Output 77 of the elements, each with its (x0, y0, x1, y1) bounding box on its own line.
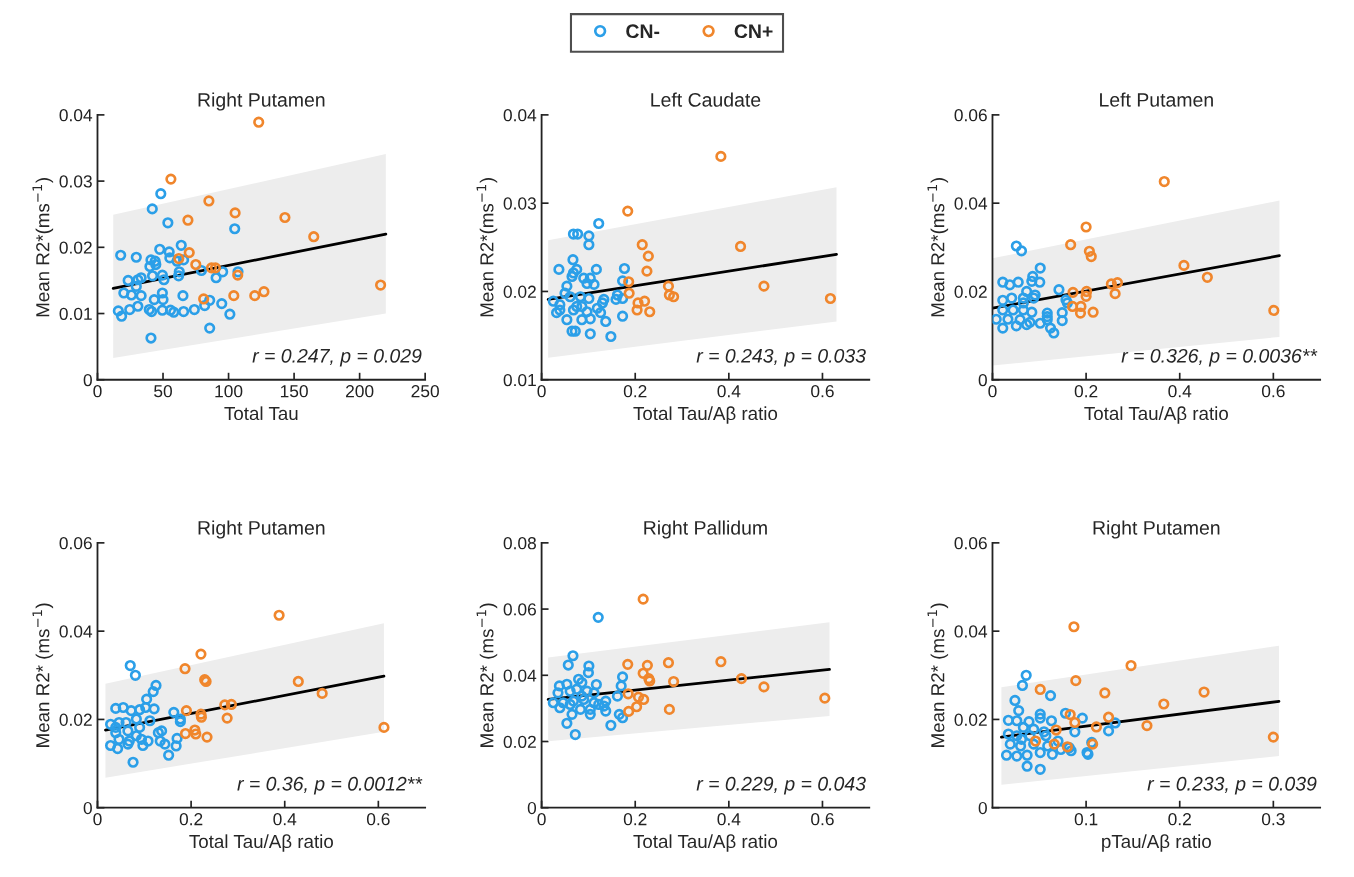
x-tick-label: 0 (93, 813, 102, 826)
y-tick-label: 0.02 (59, 241, 92, 254)
x-axis-title: Total Tau/Aβ ratio (1084, 406, 1228, 424)
x-tick-label: 0.2 (179, 813, 203, 826)
y-tick-label: 0.01 (503, 373, 536, 387)
x-axis-title: Total Tau/Aβ ratio (633, 834, 778, 852)
legend-label: CN+ (734, 24, 773, 39)
y-tick-label: 0.04 (954, 197, 988, 210)
x-tick-label: 0.3 (1261, 813, 1285, 826)
y-tick-label: 0.06 (59, 537, 92, 550)
x-tick-label: 0.4 (717, 813, 741, 826)
x-tick-label: 250 (411, 385, 439, 398)
y-tick-label: 0.04 (59, 625, 93, 638)
x-tick-label: 0.2 (1168, 813, 1191, 826)
x-tick-label: 50 (154, 385, 172, 398)
y-tick-label: 0.02 (59, 713, 92, 726)
legend-label: CN- (626, 24, 660, 39)
annotation: r = 0.233, p = 0.039 (1147, 776, 1317, 795)
y-tick-label: 0.01 (59, 307, 92, 320)
x-tick-label: 0.6 (811, 813, 834, 826)
chart-title: Left Caudate (651, 92, 761, 107)
x-tick-label: 0.2 (1074, 385, 1098, 398)
chart-title: Right Putamen (1093, 520, 1220, 539)
chart-title: Right Putamen (198, 92, 325, 111)
x-tick-label: 0.2 (623, 813, 647, 826)
y-tick-label: 0 (527, 801, 537, 815)
x-axis-title: Total Tau/Aβ ratio (633, 406, 778, 424)
annotation: r = 0.247, p = 0.029 (252, 348, 422, 367)
x-axis-title: pTau/Aβ ratio (1102, 834, 1211, 852)
x-tick-label: 0 (93, 385, 102, 398)
y-tick-label: 0.02 (954, 713, 987, 726)
x-axis-title: Total Tau/Aβ ratio (189, 834, 333, 852)
y-tick-label: 0.02 (503, 735, 536, 748)
y-tick-label: 0.04 (954, 625, 988, 638)
annotation: r = 0.36, p = 0.0012** (237, 776, 423, 795)
y-axis-title: Mean R2* (ms$^{−1}$) (927, 603, 949, 747)
y-tick-label: 0.06 (954, 537, 987, 550)
y-tick-label: 0.04 (503, 109, 537, 122)
y-tick-label: 0.06 (503, 603, 536, 616)
x-tick-label: 0.4 (717, 385, 741, 398)
x-tick-label: 0 (537, 385, 546, 398)
annotation: r = 0.229, p = 0.043 (696, 776, 866, 795)
chart-title: Left Putamen (1100, 92, 1213, 107)
y-axis-title: Mean R2*(ms$^{−1}$) (32, 178, 54, 317)
x-tick-label: 0.6 (366, 813, 390, 826)
x-tick-label: 0.4 (1168, 385, 1192, 398)
x-tick-label: 0.6 (811, 385, 834, 398)
y-tick-label: 0.04 (59, 109, 93, 122)
x-axis-title: Total Tau (224, 406, 298, 421)
y-axis-title: Mean R2* (ms$^{−1}$) (32, 603, 54, 747)
y-tick-label: 0.08 (503, 537, 536, 550)
x-tick-label: 200 (346, 385, 374, 398)
y-axis-title: Mean R2*(ms$^{−1}$) (476, 178, 498, 317)
annotation: r = 0.326, p = 0.0036** (1121, 348, 1318, 367)
y-axis-title: Mean R2* (ms$^{−1}$) (476, 603, 498, 747)
y-tick-label: 0.04 (503, 669, 537, 682)
annotation: r = 0.243, p = 0.033 (696, 348, 866, 367)
y-tick-label: 0 (978, 373, 987, 387)
x-tick-label: 150 (280, 385, 308, 398)
y-axis-title: Mean R2*(ms$^{−1}$) (927, 178, 949, 317)
y-tick-label: 0 (978, 801, 987, 815)
x-tick-label: 0.6 (1261, 385, 1285, 398)
y-tick-label: 0.06 (954, 109, 987, 122)
y-tick-label: 0 (83, 373, 92, 387)
y-tick-label: 0.02 (503, 285, 536, 298)
chart-title: Right Pallidum (644, 520, 767, 539)
chart-title: Right Putamen (198, 520, 325, 539)
y-tick-label: 0.02 (954, 285, 987, 298)
x-tick-label: 0 (537, 813, 546, 826)
y-tick-label: 0 (83, 801, 92, 815)
x-tick-label: 0 (988, 385, 997, 398)
x-tick-label: 0.1 (1074, 813, 1098, 826)
x-tick-label: 0.2 (623, 385, 647, 398)
y-tick-label: 0.03 (59, 175, 92, 188)
x-tick-label: 100 (215, 385, 243, 398)
x-tick-label: 0.4 (273, 813, 297, 826)
y-tick-label: 0.03 (503, 197, 536, 210)
